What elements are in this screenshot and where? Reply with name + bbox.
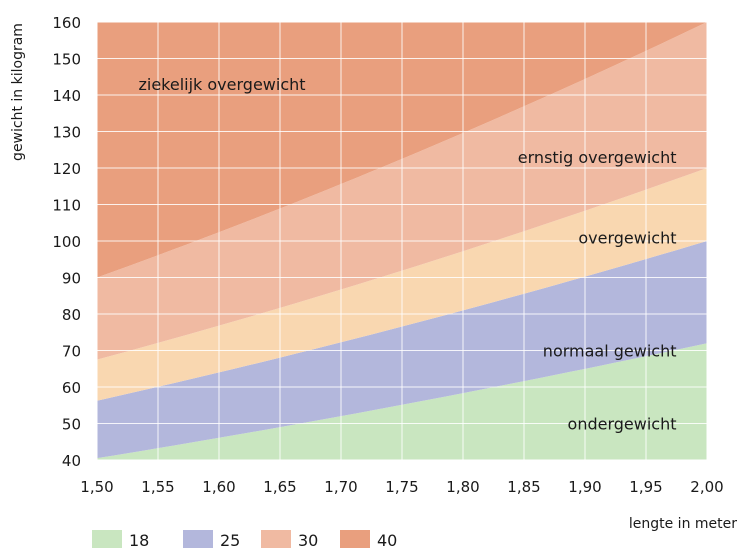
- x-axis-label: lengte in meter: [629, 516, 737, 532]
- x-tick-label: 1,55: [141, 478, 174, 496]
- legend-swatch: [340, 530, 370, 548]
- y-tick-label: 60: [62, 379, 81, 397]
- legend-item: 18: [92, 530, 149, 550]
- x-tick-label: 1,90: [568, 478, 601, 496]
- y-axis-ticks: 40 50 60 70 80 90 100 110 120 130 140 150 160: [52, 14, 81, 470]
- y-tick-label: 80: [62, 306, 81, 324]
- legend: 18 25 30 40: [92, 530, 397, 550]
- legend-swatch: [183, 530, 213, 548]
- x-tick-label: 1,60: [202, 478, 235, 496]
- y-tick-label: 110: [52, 197, 81, 215]
- x-tick-label: 1,80: [446, 478, 479, 496]
- y-tick-label: 140: [52, 87, 81, 105]
- y-tick-label: 150: [52, 51, 81, 69]
- legend-label: 40: [377, 531, 397, 550]
- y-axis-label: gewicht in kilogram: [10, 23, 26, 161]
- x-tick-label: 1,95: [629, 478, 662, 496]
- x-tick-label: 1,50: [80, 478, 113, 496]
- x-tick-label: 1,85: [507, 478, 540, 496]
- y-tick-label: 50: [62, 416, 81, 434]
- x-tick-label: 2,00: [690, 478, 723, 496]
- y-tick-label: 160: [52, 14, 81, 32]
- legend-label: 25: [220, 531, 240, 550]
- legend-item: 40: [340, 530, 397, 550]
- y-tick-label: 90: [62, 270, 81, 288]
- legend-label: 18: [129, 531, 149, 550]
- x-axis-ticks: 1,50 1,55 1,60 1,65 1,70 1,75 1,80 1,85 1,90 1,95…: [80, 478, 723, 496]
- zone-label: normaal gewicht: [543, 342, 677, 361]
- zone-labels: ondergewicht normaal gewicht overgewicht er…: [138, 75, 676, 433]
- y-tick-label: 70: [62, 343, 81, 361]
- x-tick-label: 1,65: [263, 478, 296, 496]
- legend-swatch: [92, 530, 122, 548]
- y-tick-label: 130: [52, 124, 81, 142]
- zone-label: ernstig overgewicht: [518, 148, 677, 167]
- zone-area-0: [97, 343, 707, 460]
- zone-label: ondergewicht: [568, 415, 677, 434]
- zone-label: ziekelijk overgewicht: [138, 75, 305, 94]
- grid-layer: [96, 21, 708, 461]
- y-tick-label: 100: [52, 233, 81, 251]
- legend-item: 30: [261, 530, 318, 550]
- y-tick-label: 120: [52, 160, 81, 178]
- legend-item: 25: [183, 530, 240, 550]
- plot-frame: [96, 21, 708, 461]
- legend-label: 30: [298, 531, 318, 550]
- legend-swatch: [261, 530, 291, 548]
- zone-label: overgewicht: [578, 228, 676, 247]
- x-tick-label: 1,70: [324, 478, 357, 496]
- y-tick-label: 40: [62, 452, 81, 470]
- x-tick-label: 1,75: [385, 478, 418, 496]
